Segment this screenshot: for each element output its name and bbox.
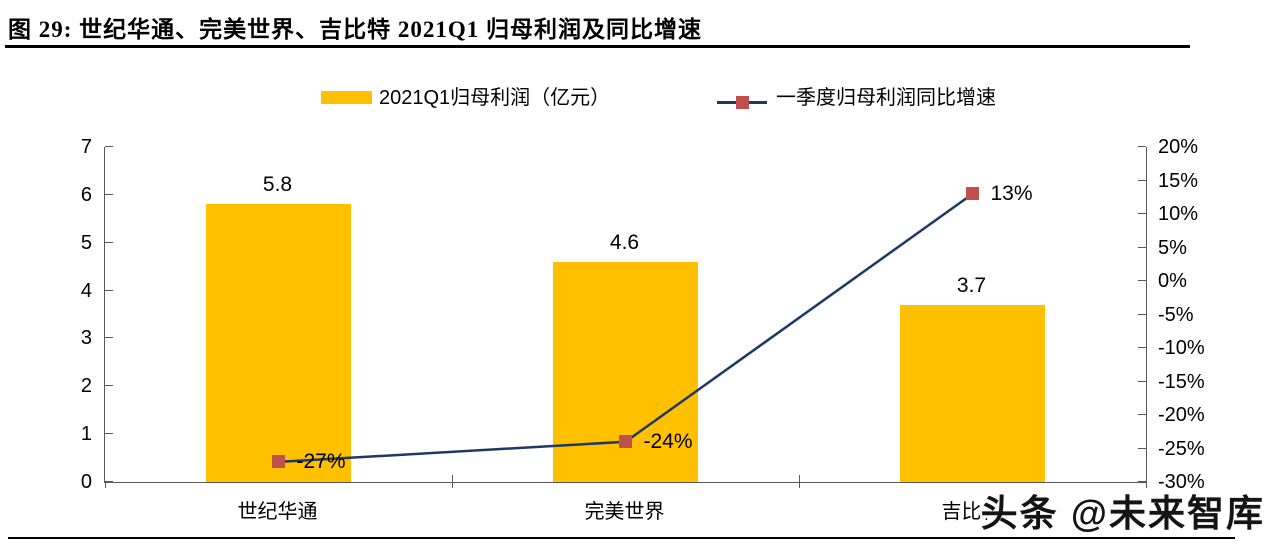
growth-value-label: 13% [990,181,1033,205]
bottom-divider [8,537,1235,539]
category-label: 完美世界 [584,501,665,523]
legend-line-marker-icon [736,96,749,109]
right-axis-tick-label: -30% [1158,471,1205,493]
plot-area [104,146,1147,488]
right-axis-tick-label: 15% [1158,169,1199,192]
right-axis-tick [1138,280,1146,281]
right-axis-tick [1138,414,1146,415]
title-underline [5,45,1190,48]
right-axis-tick [1138,447,1146,449]
right-axis-tick-label: -20% [1158,404,1205,426]
legend-line-label: 一季度归母利润同比增速 [776,87,996,109]
left-axis-tick-label: 2 [80,375,92,398]
x-axis-tick [798,475,800,488]
right-axis-tick [1138,213,1146,214]
right-axis-tick [1138,481,1146,482]
bar-value-label: 5.8 [262,173,293,197]
growth-line-marker-icon [619,435,632,449]
right-axis-tick-label: 10% [1158,203,1199,225]
left-axis-tick [105,289,113,291]
watermark: 头条 @未来智库 [980,493,1265,534]
left-axis-tick-label: 1 [80,423,92,446]
growth-line-marker-icon [966,187,979,201]
profit-bar [900,304,1045,482]
left-axis-tick [105,241,113,243]
right-axis-tick [1138,146,1146,147]
left-axis-tick [105,385,113,387]
right-axis-tick-label: 5% [1158,236,1187,259]
profit-bar [206,204,351,482]
right-axis-tick [1138,179,1146,181]
bar-value-label: 4.6 [609,230,640,254]
chart-title: 图 29: 世纪华通、完美世界、吉比特 2021Q1 归母利润及同比增速 [8,17,703,42]
growth-value-label: -24% [643,429,693,453]
left-axis-tick [105,146,113,147]
left-axis-tick [105,433,113,435]
legend-bar-label: 2021Q1归母利润（亿元） [379,87,611,109]
x-axis-tick [451,475,453,488]
left-axis-tick [105,481,113,482]
left-axis-tick [105,337,113,339]
right-axis-tick [1138,347,1146,348]
right-axis-tick-label: -15% [1158,370,1205,393]
x-axis-tick [1145,482,1147,488]
right-axis-tick-label: -25% [1158,437,1205,460]
left-axis-tick [105,193,113,195]
right-axis-tick [1138,246,1146,248]
left-axis-tick-label: 0 [80,471,92,493]
left-axis-tick-label: 4 [80,279,92,302]
growth-line-marker-icon [272,455,285,469]
left-axis-tick-label: 7 [80,136,92,158]
right-axis-tick [1138,313,1146,315]
bar-value-label: 3.7 [956,273,987,297]
right-axis-tick-label: 20% [1158,136,1199,158]
left-axis-tick-label: 5 [80,231,92,254]
x-axis-tick [104,482,106,488]
left-axis-tick-label: 6 [80,183,92,206]
right-axis-tick-label: -10% [1158,337,1205,359]
right-axis-tick [1138,380,1146,382]
legend-bar-swatch [321,91,372,104]
left-axis-tick-label: 3 [80,327,92,350]
right-axis-tick-label: 0% [1158,270,1187,292]
category-label: 世纪华通 [237,501,318,523]
category-label: 吉比特 [941,501,1002,523]
growth-value-label: -27% [296,449,346,473]
right-axis-tick-label: -5% [1158,303,1194,326]
